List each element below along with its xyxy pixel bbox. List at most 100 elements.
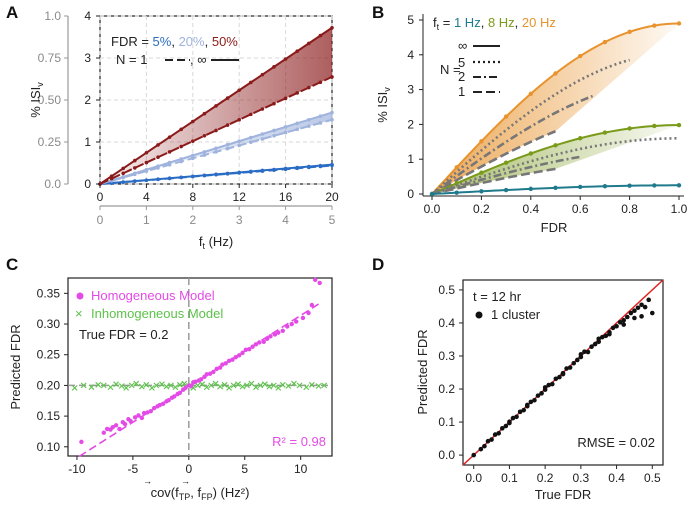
series-point xyxy=(249,80,253,85)
inhomogeneous-point xyxy=(248,380,255,387)
panel-label-c: C xyxy=(6,255,18,274)
x-tick-label: 1.0 xyxy=(671,202,688,216)
series-point xyxy=(676,183,682,188)
series-point xyxy=(283,57,288,61)
series-point xyxy=(156,143,160,147)
data-point xyxy=(524,402,530,408)
homogeneous-point xyxy=(250,344,255,349)
series-line xyxy=(431,167,556,196)
y-tick-label: 1 xyxy=(407,152,414,166)
homogeneous-point xyxy=(223,361,228,366)
inhomogeneous-point xyxy=(199,381,206,388)
series-point xyxy=(503,160,509,165)
homogeneous-point xyxy=(136,413,141,418)
inhomogeneous-point xyxy=(275,384,282,391)
data-point xyxy=(557,374,562,380)
homogeneous-point xyxy=(309,302,315,308)
homogeneous-point xyxy=(243,347,249,353)
x-axis-label-a-unit: (Hz) xyxy=(205,234,233,249)
series-point xyxy=(109,176,114,181)
y-tick-label: 4 xyxy=(407,48,414,62)
data-point xyxy=(596,336,602,342)
y2-tick-label: 0.75 xyxy=(38,51,62,65)
y-tick-label: 0.0 xyxy=(438,448,455,462)
series-point xyxy=(272,134,276,138)
homogeneous-point xyxy=(166,397,171,403)
cross-stroke xyxy=(118,383,125,389)
homogeneous-point xyxy=(151,405,157,411)
x2-tick-label: 1 xyxy=(143,213,150,227)
cross-stroke xyxy=(208,382,215,389)
inhomogeneous-point xyxy=(80,382,87,389)
cross-stroke xyxy=(133,380,140,387)
x-tick-label: -10 xyxy=(68,462,86,476)
series-point xyxy=(295,121,300,126)
y-axis-label-a-sub: v xyxy=(35,82,45,87)
legend-fdr-50: 50% xyxy=(212,34,238,49)
homogeneous-point xyxy=(276,330,281,335)
series-point xyxy=(202,134,207,138)
data-point xyxy=(482,443,487,449)
homogeneous-point xyxy=(139,415,145,421)
series-point xyxy=(553,143,558,148)
legend-n-5-b: 5 xyxy=(458,55,465,70)
series-point xyxy=(283,96,288,101)
series-point xyxy=(191,139,195,143)
data-point xyxy=(639,302,644,308)
homogeneous-point xyxy=(211,369,216,375)
x-axis-label-c-a: cov(f xyxy=(151,485,180,500)
cross-stroke xyxy=(95,381,102,388)
data-point xyxy=(567,365,573,370)
series-point xyxy=(272,65,276,69)
series-point xyxy=(121,171,125,176)
x-axis-label-c-end: ) (Hz²) xyxy=(213,485,250,500)
series-point xyxy=(179,159,183,164)
inhomogeneous-point xyxy=(303,384,310,391)
x-tick-label: 12 xyxy=(233,190,247,204)
inhomogeneous-point xyxy=(176,381,183,388)
data-point xyxy=(632,308,637,314)
series-point xyxy=(528,151,533,156)
series-point xyxy=(260,132,265,136)
y-axis-label-b-text: % ISI xyxy=(375,92,390,123)
cross-stroke xyxy=(190,384,197,391)
series-line xyxy=(431,94,594,196)
series-point xyxy=(144,169,149,173)
data-point xyxy=(632,315,637,321)
homogeneous-point xyxy=(236,353,242,358)
series-point xyxy=(627,126,632,131)
data-point xyxy=(639,314,644,319)
series-point xyxy=(167,150,172,154)
ticks-d: 0.0 0.1 0.2 0.3 0.4 0.5 0.0 0.1 0.2 0.3 0.4 0.5 xyxy=(438,283,661,485)
x-tick-label: 16 xyxy=(279,190,293,204)
x-tick-label: 0.4 xyxy=(608,471,625,485)
cross-stroke xyxy=(100,382,107,389)
series-point xyxy=(295,127,300,132)
series-point xyxy=(318,80,323,85)
inhomogeneous-point xyxy=(138,383,145,390)
homogeneous-point xyxy=(280,328,285,333)
inhomogeneous-point xyxy=(153,382,160,389)
homogeneous-point xyxy=(230,357,235,362)
cross-stroke xyxy=(138,383,145,390)
series-point xyxy=(121,166,125,171)
data-point xyxy=(646,297,652,303)
y-tick-label: 5 xyxy=(407,13,414,27)
homogeneous-point xyxy=(204,372,209,377)
series-point xyxy=(454,165,459,170)
cross-stroke xyxy=(159,381,165,388)
series-point xyxy=(330,75,334,79)
data-point xyxy=(499,426,505,431)
legend-20hz: 20 Hz xyxy=(522,15,556,30)
series-point xyxy=(156,177,160,182)
series-point xyxy=(225,142,230,147)
vector-arrow-icon: → xyxy=(181,476,190,486)
x-axis-label-d: True FDR xyxy=(535,487,592,502)
cross-stroke xyxy=(285,383,292,389)
series-point xyxy=(214,104,218,108)
y-tick-label: 0 xyxy=(407,187,414,201)
homogeneous-point xyxy=(141,410,147,416)
series-point xyxy=(479,189,484,194)
legend-freq-b: ft = 1 Hz, 8 Hz, 20 Hz xyxy=(433,15,556,32)
